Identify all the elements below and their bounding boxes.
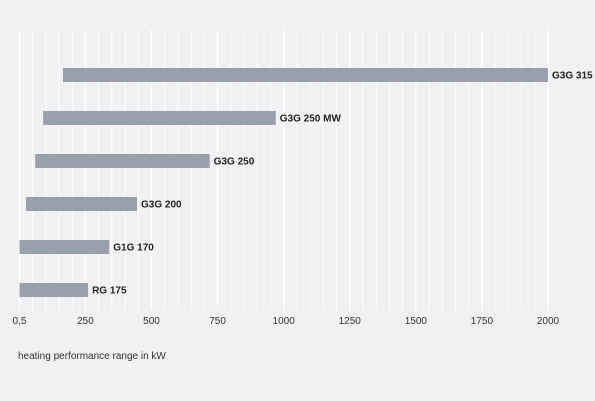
x-tick-label: 1000 (273, 316, 296, 327)
x-tick-label: 0,5 (13, 316, 27, 327)
x-tick-label: 1250 (339, 316, 362, 327)
bar (19, 240, 110, 254)
bar-label: G3G 250 MW (280, 114, 342, 125)
bar-label: G3G 200 (141, 200, 182, 211)
bar (43, 111, 276, 125)
bar (35, 154, 210, 168)
bar-label: G3G 250 (214, 157, 255, 168)
x-tick-label: 250 (77, 316, 94, 327)
bar-label: G3G 315 (552, 71, 593, 82)
x-tick-label: 1500 (405, 316, 428, 327)
x-tick-label: 2000 (537, 316, 560, 327)
x-tick-label: 1750 (471, 316, 494, 327)
x-axis-title: heating performance range in kW (18, 351, 166, 362)
x-tick-label: 500 (143, 316, 160, 327)
bar (25, 197, 137, 211)
bar (19, 283, 89, 297)
x-tick-label: 750 (209, 316, 226, 327)
bar-label: G1G 170 (113, 243, 154, 254)
x-axis-ticks: 0,5 250 500 750 1000 1250 1500 1750 2000 (13, 316, 560, 327)
bars-group: G3G 315 G3G 250 MW G3G 250 G3G 200 G1G 170 RG… (19, 68, 593, 297)
bar (62, 68, 549, 82)
bar-label: RG 175 (92, 286, 127, 297)
